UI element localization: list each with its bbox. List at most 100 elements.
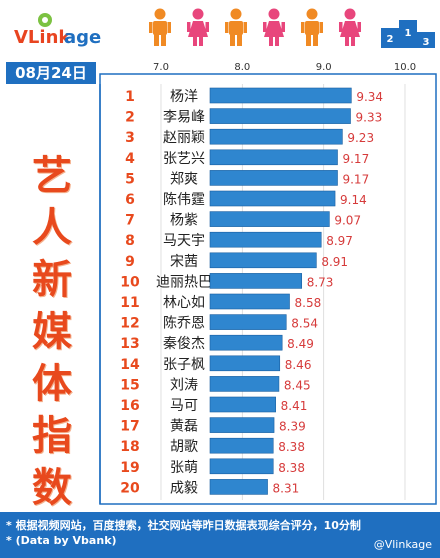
bar [209, 149, 338, 166]
bar [209, 128, 343, 145]
female-person-icon [187, 8, 209, 46]
bar [209, 376, 280, 392]
value-label: 9.17 [342, 152, 369, 166]
bar-row: 5 郑爽 9.17 [125, 170, 369, 187]
bar [209, 170, 338, 186]
bar-row: 15 刘涛 8.45 [120, 376, 311, 393]
rank-label: 18 [120, 439, 139, 455]
value-label: 8.58 [295, 296, 322, 310]
name-label: 成毅 [170, 479, 198, 496]
bar-row: 16 马可 8.41 [120, 396, 307, 414]
brand-name-a: VLink [14, 27, 71, 48]
name-label: 迪丽热巴 [156, 274, 212, 290]
bar [209, 355, 281, 372]
footer-note-source: * (Data by Vbank) [6, 534, 117, 547]
footer-note-method: * 根据视频网站，百度搜索，社交网站等昨日数据表现综合评分，10分制 [6, 519, 361, 532]
rank-label: 13 [120, 336, 139, 352]
rank-label: 15 [120, 377, 139, 393]
value-label: 9.14 [340, 193, 367, 207]
value-label: 9.07 [334, 214, 361, 228]
bar [209, 437, 274, 454]
svg-text:2: 2 [387, 34, 394, 45]
side-title-char: 体 [32, 361, 72, 407]
bar-row: 2 李易峰 9.33 [125, 108, 383, 126]
value-label: 8.38 [278, 440, 305, 454]
value-label: 8.39 [279, 420, 306, 434]
bar-row: 14 张子枫 8.46 [120, 355, 312, 373]
name-label: 胡歌 [170, 439, 198, 455]
brand-name-b: age [64, 27, 101, 48]
rank-label: 2 [125, 110, 135, 126]
name-label: 秦俊杰 [163, 336, 205, 352]
bar-row: 3 赵丽颖 9.23 [125, 128, 374, 146]
bar-row: 10 迪丽热巴 8.73 [120, 273, 333, 290]
name-label: 宋茜 [170, 254, 198, 270]
name-label: 陈伟霆 [163, 191, 205, 208]
bar-row: 8 马天宇 8.97 [125, 231, 353, 249]
rank-label: 10 [120, 274, 140, 290]
name-label: 刘涛 [170, 377, 198, 393]
rank-label: 7 [125, 213, 135, 229]
name-label: 张萌 [170, 460, 198, 476]
name-label: 杨紫 [170, 213, 198, 229]
rank-label: 14 [120, 357, 140, 373]
side-title: 艺人新媒体指数 [22, 150, 82, 514]
side-title-char: 指 [32, 413, 72, 459]
bar [209, 396, 276, 413]
podium-icon: 2 1 3 [381, 20, 435, 48]
female-person-icon [339, 8, 361, 46]
bar [209, 231, 322, 248]
side-title-char: 媒 [32, 309, 72, 355]
name-label: 李易峰 [163, 110, 205, 126]
value-label: 9.17 [342, 172, 369, 186]
bar [209, 252, 317, 269]
bar-row: 13 秦俊杰 8.49 [120, 334, 314, 352]
value-label: 8.45 [284, 378, 311, 392]
bar-row: 9 宋茜 8.91 [125, 252, 348, 270]
value-label: 8.38 [278, 461, 305, 475]
value-label: 9.34 [356, 90, 383, 104]
name-label: 马天宇 [163, 233, 205, 249]
x-tick-label: 7.0 [153, 62, 169, 73]
rank-label: 4 [125, 151, 135, 167]
bar-row: 1 杨洋 9.34 [125, 87, 383, 105]
bar [209, 87, 352, 104]
vlinkage-logo: VLink age [14, 13, 101, 48]
value-label: 8.49 [287, 337, 314, 351]
bar-row: 11 林心如 8.58 [120, 293, 322, 311]
bar-rows: 1 杨洋 9.34 2 李易峰 9.33 3 赵丽颖 9.23 4 张艺兴 9.17 5 郑爽 9.17 6 陈… [120, 87, 383, 496]
rank-label: 20 [120, 480, 140, 496]
rank-label: 16 [120, 398, 139, 414]
bar-row: 4 张艺兴 9.17 [125, 149, 369, 167]
x-tick-label: 9.0 [316, 62, 332, 73]
rank-label: 5 [125, 171, 135, 187]
value-label: 8.97 [326, 234, 353, 248]
bar [209, 334, 283, 351]
rank-label: 8 [125, 233, 135, 249]
bar [209, 314, 287, 330]
bar-row: 12 陈乔恩 8.54 [120, 314, 318, 332]
side-title-char: 新 [32, 257, 72, 303]
bar [209, 479, 268, 495]
rank-label: 6 [125, 192, 135, 208]
bar [209, 190, 336, 207]
rank-label: 12 [120, 316, 139, 332]
name-label: 林心如 [163, 295, 205, 311]
rank-label: 3 [125, 130, 135, 146]
rank-label: 9 [125, 254, 135, 270]
value-label: 9.33 [356, 111, 383, 125]
name-label: 张艺兴 [163, 151, 205, 167]
name-label: 赵丽颖 [163, 130, 205, 146]
bar [209, 108, 351, 124]
value-label: 8.73 [307, 275, 334, 289]
footer-band: * 根据视频网站，百度搜索，社交网站等昨日数据表现综合评分，10分制 * (Da… [0, 512, 440, 558]
side-title-char: 数 [32, 465, 72, 511]
male-person-icon [301, 8, 323, 46]
bar [209, 458, 274, 475]
date-label: 08月24日 [6, 62, 96, 84]
value-label: 8.46 [285, 358, 312, 372]
rank-label: 19 [120, 460, 139, 476]
svg-text:1: 1 [405, 28, 412, 39]
footer-credit: @Vlinkage [373, 538, 432, 551]
